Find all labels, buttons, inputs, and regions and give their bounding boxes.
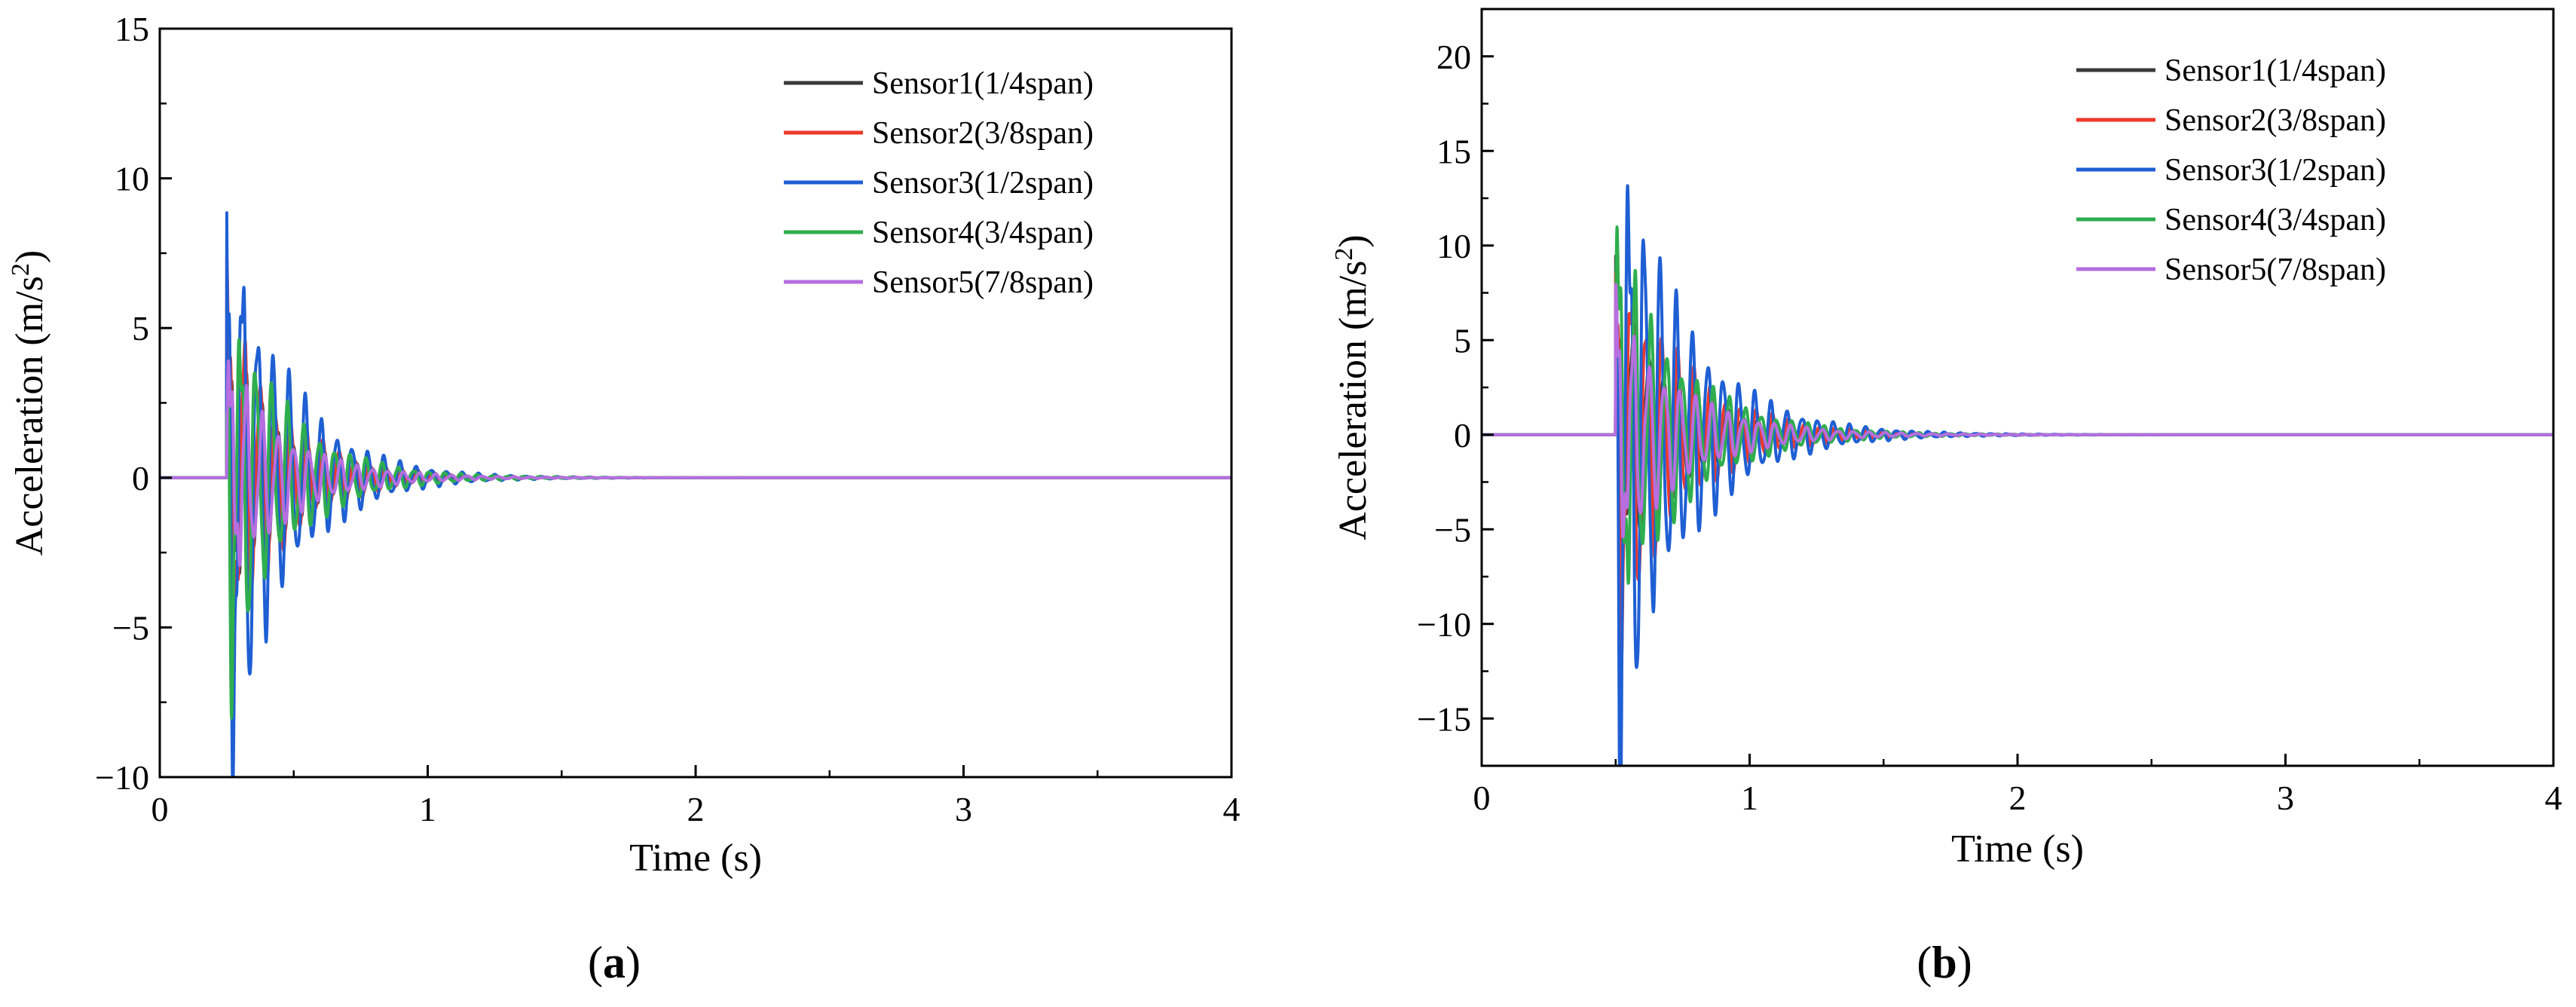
y-tick-label: −10: [95, 758, 149, 797]
y-tick-label: 0: [132, 459, 149, 497]
legend: Sensor1(1/4span) Sensor2(3/8span) Sensor3(…: [2076, 54, 2386, 287]
x-tick-label: 4: [1223, 790, 1241, 828]
legend-label-sensor4: Sensor4(3/4span): [2165, 203, 2386, 237]
x-tick-label: 1: [419, 790, 436, 828]
panel-label: (a): [588, 938, 641, 987]
y-tick-label: 15: [115, 10, 149, 48]
x-tick-label: 2: [687, 790, 705, 828]
y-tick-label: 5: [132, 309, 149, 347]
legend-label-sensor4: Sensor4(3/4span): [872, 216, 1094, 250]
chart-panel-a: 0 1 2 3 4 −10 −5 0 5 10 15 Time (s) Acceleration (m/…: [7, 10, 1241, 987]
x-tick-label: 1: [1741, 779, 1758, 817]
y-tick-label: 10: [1436, 227, 1471, 265]
y-axis-label: Acceleration (m/s2): [7, 250, 51, 556]
series-line-sensor5: [160, 360, 1231, 568]
y-tick-label: 20: [1436, 38, 1471, 76]
y-tick-label: 0: [1454, 416, 1471, 455]
legend-label-sensor3: Sensor3(1/2span): [2165, 153, 2386, 188]
legend-label-sensor2: Sensor2(3/8span): [2165, 103, 2386, 138]
x-tick-label: 0: [1473, 779, 1491, 817]
y-tick-label: 10: [115, 160, 149, 198]
x-tick-label: 0: [151, 790, 169, 828]
legend-label-sensor3: Sensor3(1/2span): [872, 166, 1094, 200]
y-axis-label: Acceleration (m/s2): [1330, 234, 1375, 540]
panel-label: (b): [1917, 938, 1972, 987]
legend: Sensor1(1/4span) Sensor2(3/8span) Sensor3(…: [784, 66, 1094, 300]
legend-label-sensor1: Sensor1(1/4span): [2165, 54, 2386, 88]
legend-label-sensor2: Sensor2(3/8span): [872, 116, 1094, 151]
x-tick-label: 3: [2277, 779, 2294, 817]
y-tick-label: 15: [1436, 132, 1471, 170]
y-tick-label: −5: [1434, 510, 1471, 549]
legend-label-sensor5: Sensor5(7/8span): [872, 265, 1094, 300]
x-tick-label: 3: [955, 790, 972, 828]
y-tick-label: −10: [1417, 605, 1471, 644]
x-axis-label: Time (s): [1951, 828, 2084, 871]
y-tick-label: −15: [1417, 699, 1471, 738]
x-tick-label: 4: [2545, 779, 2562, 817]
y-tick-label: −5: [112, 608, 149, 647]
x-axis-label: Time (s): [629, 837, 762, 880]
series-line-sensor5: [1482, 283, 2553, 539]
chart-panel-b: 0 1 2 3 4 −15 −10 −5 0 5 10 15 20 Time (s) Acceleratio…: [1330, 8, 2562, 987]
legend-label-sensor5: Sensor5(7/8span): [2165, 253, 2386, 287]
y-tick-label: 5: [1454, 321, 1471, 360]
legend-label-sensor1: Sensor1(1/4span): [872, 66, 1094, 101]
series-group: [1482, 184, 2553, 766]
x-tick-label: 2: [2009, 779, 2027, 817]
series-group: [160, 211, 1231, 777]
